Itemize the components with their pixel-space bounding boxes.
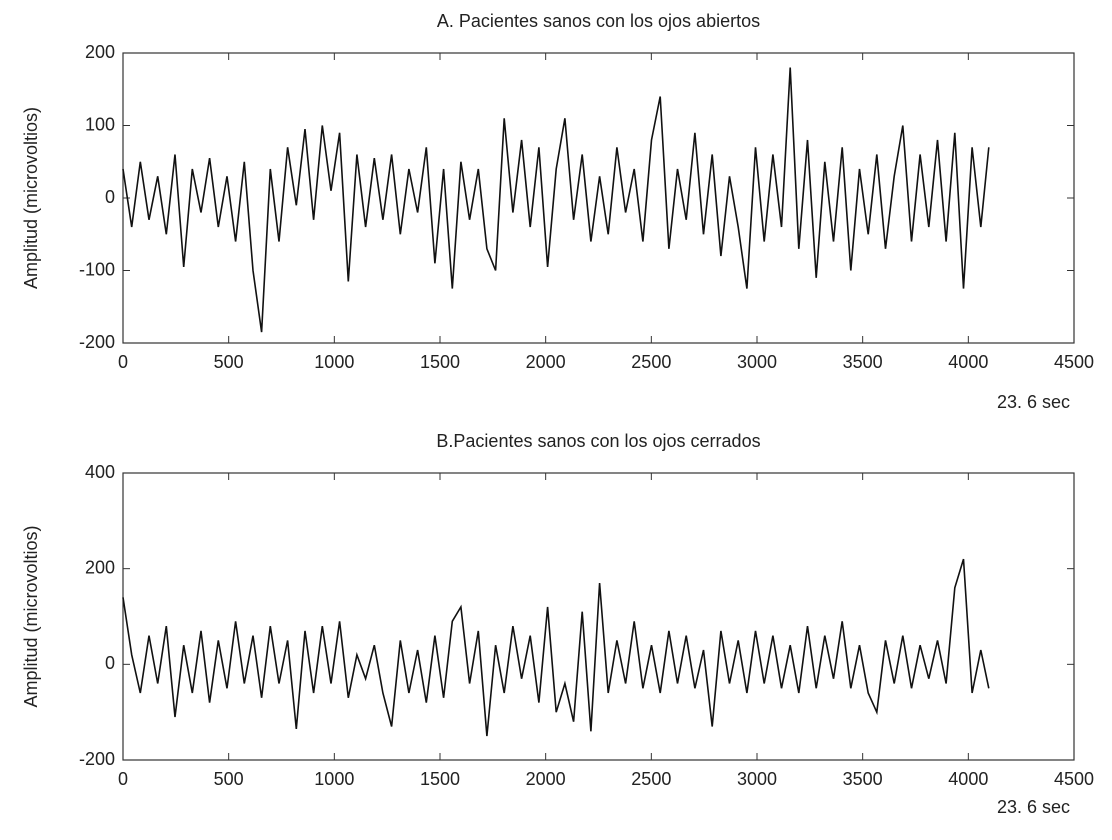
y-tick-label: 0 xyxy=(105,653,115,673)
signal-line xyxy=(122,558,990,737)
y-axis-label: Amplitud (microvoltios) xyxy=(21,107,41,289)
x-tick-label: 4000 xyxy=(948,769,988,789)
x-tick-label: 1500 xyxy=(420,352,460,372)
x-tick-label: 4500 xyxy=(1054,352,1094,372)
x-tick-label: 3500 xyxy=(843,769,883,789)
x-tick-label: 1500 xyxy=(420,769,460,789)
x-tick-label: 2500 xyxy=(631,769,671,789)
signal-line xyxy=(122,67,990,333)
x-tick-label: 500 xyxy=(214,769,244,789)
y-tick-label: 200 xyxy=(85,557,115,577)
x-tick-label: 2000 xyxy=(526,352,566,372)
y-tick-label: 400 xyxy=(85,462,115,482)
y-tick-label: -200 xyxy=(79,332,115,352)
x-tick-label: 3000 xyxy=(737,769,777,789)
y-tick-label: 0 xyxy=(105,187,115,207)
y-tick-label: 100 xyxy=(85,114,115,134)
x-tick-label: 0 xyxy=(118,352,128,372)
y-axis-label: Amplitud (microvoltios) xyxy=(21,525,41,707)
x-tick-label: 1000 xyxy=(314,769,354,789)
chart-title: A. Pacientes sanos con los ojos abiertos xyxy=(437,11,760,31)
y-tick-label: -200 xyxy=(79,749,115,769)
x-tick-label: 1000 xyxy=(314,352,354,372)
x-tick-label: 3000 xyxy=(737,352,777,372)
x-axis-label: 23. 6 sec xyxy=(997,392,1070,412)
x-tick-label: 2500 xyxy=(631,352,671,372)
chart-title: B.Pacientes sanos con los ojos cerrados xyxy=(436,431,760,451)
x-tick-label: 3500 xyxy=(843,352,883,372)
x-axis-label: 23. 6 sec xyxy=(997,797,1070,817)
y-tick-label: 200 xyxy=(85,42,115,62)
x-tick-label: 0 xyxy=(118,769,128,789)
x-tick-label: 4000 xyxy=(948,352,988,372)
x-tick-label: 4500 xyxy=(1054,769,1094,789)
x-tick-label: 500 xyxy=(214,352,244,372)
plot-frame xyxy=(122,472,1075,761)
x-tick-label: 2000 xyxy=(526,769,566,789)
y-tick-label: -100 xyxy=(79,259,115,279)
